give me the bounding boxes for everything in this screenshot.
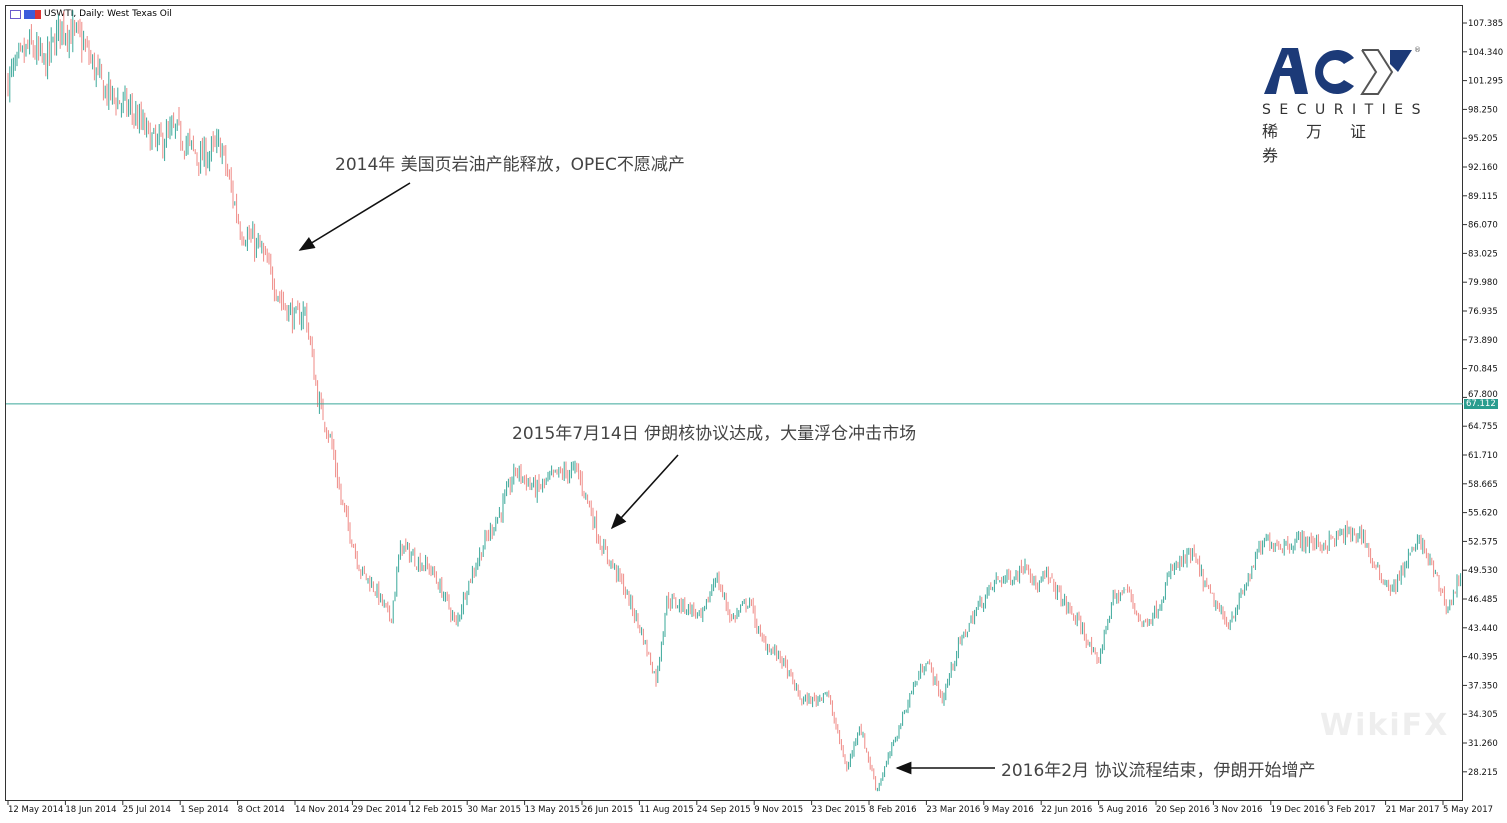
x-tick-label: 19 Dec 2016 <box>1271 805 1325 815</box>
x-tick-label: 30 Mar 2015 <box>467 805 521 815</box>
y-tick-label: 34.305 <box>1468 710 1498 720</box>
y-tick-label: 70.845 <box>1468 365 1498 375</box>
y-tick-label: 92.160 <box>1468 163 1498 173</box>
y-tick-label: 89.115 <box>1468 192 1498 202</box>
x-tick-label: 12 Feb 2015 <box>410 805 463 815</box>
x-tick-label: 26 Jun 2015 <box>582 805 633 815</box>
svg-text:®: ® <box>1414 46 1421 54</box>
acy-logo-mark: ® <box>1264 46 1421 95</box>
annotation-2015: 2015年7月14日 伊朗核协议达成，大量浮仓冲击市场 <box>512 424 917 444</box>
y-tick-label: 43.440 <box>1468 624 1498 634</box>
x-tick-label: 12 May 2014 <box>8 805 63 815</box>
annotation-2014: 2014年 美国页岩油产能释放，OPEC不愿减产 <box>335 155 685 175</box>
y-tick-label: 58.665 <box>1468 480 1498 490</box>
annotation-arrows <box>298 182 995 775</box>
y-tick-label: 104.340 <box>1468 48 1503 58</box>
chart-frame <box>5 5 1463 801</box>
y-tick-label: 55.620 <box>1468 509 1498 519</box>
x-tick-label: 11 Aug 2015 <box>639 805 693 815</box>
y-tick-label: 95.205 <box>1468 134 1498 144</box>
x-tick-label: 23 Mar 2016 <box>926 805 980 815</box>
chart-title: USWTI, Daily: West Texas Oil <box>44 9 172 19</box>
x-tick-label: 8 Oct 2014 <box>238 805 285 815</box>
logo-chinese: 稀万证券 <box>1262 122 1395 165</box>
y-tick-label: 76.935 <box>1468 307 1498 317</box>
x-tick-label: 23 Dec 2015 <box>812 805 866 815</box>
x-tick-label: 13 May 2015 <box>525 805 580 815</box>
y-tick-label: 73.890 <box>1468 336 1498 346</box>
candles <box>7 10 1462 792</box>
x-axis: 12 May 2014 18 Jun 2014 25 Jul 2014 1 Sep 2… <box>7 801 1493 815</box>
y-tick-label: 79.980 <box>1468 278 1498 288</box>
acy-logo: ® SECURITIES 稀万证券 <box>1262 44 1422 166</box>
x-tick-label: 8 Feb 2016 <box>869 805 917 815</box>
window-icon <box>10 9 21 19</box>
y-tick-label: 52.575 <box>1468 537 1498 547</box>
x-tick-label: 3 Nov 2016 <box>1213 805 1262 815</box>
current-price-label: 67.112 <box>1464 398 1498 409</box>
y-tick-label: 101.295 <box>1468 77 1503 87</box>
x-tick-label: 18 Jun 2014 <box>65 805 116 815</box>
x-tick-label: 29 Dec 2014 <box>352 805 406 815</box>
x-tick-label: 24 Sep 2015 <box>697 805 751 815</box>
y-tick-label: 83.025 <box>1468 249 1498 259</box>
y-tick-label: 28.215 <box>1468 768 1498 778</box>
y-tick-label: 40.395 <box>1468 653 1498 663</box>
y-tick-label: 98.250 <box>1468 105 1498 115</box>
x-tick-label: 9 Nov 2015 <box>754 805 803 815</box>
logo-securities: SECURITIES <box>1262 102 1430 118</box>
x-tick-label: 14 Nov 2014 <box>295 805 349 815</box>
x-tick-label: 9 May 2016 <box>984 805 1034 815</box>
y-axis: 107.385 104.340 101.295 98.250 95.205 92.160 8… <box>1463 19 1503 778</box>
x-tick-label: 22 Jun 2016 <box>1041 805 1092 815</box>
x-tick-label: 25 Jul 2014 <box>123 805 171 815</box>
y-tick-label: 49.530 <box>1468 566 1498 576</box>
y-tick-label: 61.710 <box>1468 451 1498 461</box>
watermark: WikiFX <box>1320 708 1450 743</box>
arrow-1 <box>298 182 411 251</box>
chart-type-icon <box>24 9 35 19</box>
y-tick-label: 107.385 <box>1468 19 1503 29</box>
y-tick-label: 37.350 <box>1468 681 1498 691</box>
x-tick-label: 5 May 2017 <box>1443 805 1493 815</box>
y-tick-label: 86.070 <box>1468 221 1498 231</box>
annotation-2016: 2016年2月 协议流程结束，伊朗开始增产 <box>1001 761 1316 781</box>
x-tick-label: 5 Aug 2016 <box>1099 805 1148 815</box>
x-tick-label: 1 Sep 2014 <box>180 805 228 815</box>
x-tick-label: 20 Sep 2016 <box>1156 805 1210 815</box>
chart-header: USWTI, Daily: West Texas Oil <box>10 9 172 19</box>
x-tick-label: 3 Feb 2017 <box>1328 805 1376 815</box>
chart-color-icon <box>35 9 41 19</box>
arrow-2 <box>610 454 679 530</box>
y-tick-label: 67.800 <box>1468 390 1498 400</box>
x-tick-label: 21 Mar 2017 <box>1386 805 1440 815</box>
y-tick-label: 31.260 <box>1468 739 1498 749</box>
y-tick-label: 46.485 <box>1468 595 1498 605</box>
y-tick-label: 64.755 <box>1468 422 1498 432</box>
